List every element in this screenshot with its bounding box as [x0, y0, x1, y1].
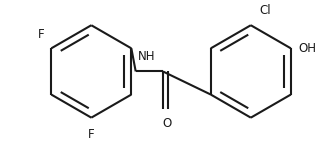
Text: NH: NH: [137, 50, 155, 63]
Text: F: F: [37, 28, 44, 41]
Text: OH: OH: [298, 42, 316, 55]
Text: Cl: Cl: [260, 4, 272, 17]
Text: O: O: [162, 117, 171, 130]
Text: F: F: [88, 128, 95, 141]
